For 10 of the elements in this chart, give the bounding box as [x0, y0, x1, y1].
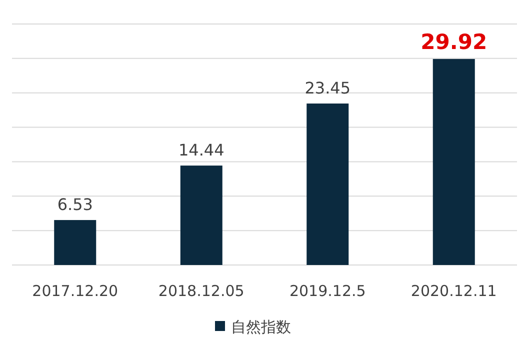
legend-label: 自然指数	[231, 318, 291, 336]
data-label: 6.53	[57, 195, 93, 214]
x-tick-label: 2020.12.11	[410, 282, 497, 300]
x-tick-label: 2019.12.5	[289, 282, 366, 300]
data-label: 23.45	[304, 78, 351, 98]
data-label: 14.44	[178, 140, 224, 160]
x-tick-label: 2018.12.05	[158, 282, 244, 300]
legend: 自然指数	[215, 318, 291, 336]
x-tick-label: 2017.12.20	[32, 282, 118, 300]
data-label: 29.92	[420, 30, 488, 54]
